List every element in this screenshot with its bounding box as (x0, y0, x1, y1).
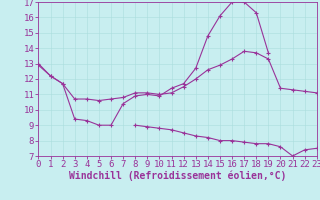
X-axis label: Windchill (Refroidissement éolien,°C): Windchill (Refroidissement éolien,°C) (69, 171, 286, 181)
